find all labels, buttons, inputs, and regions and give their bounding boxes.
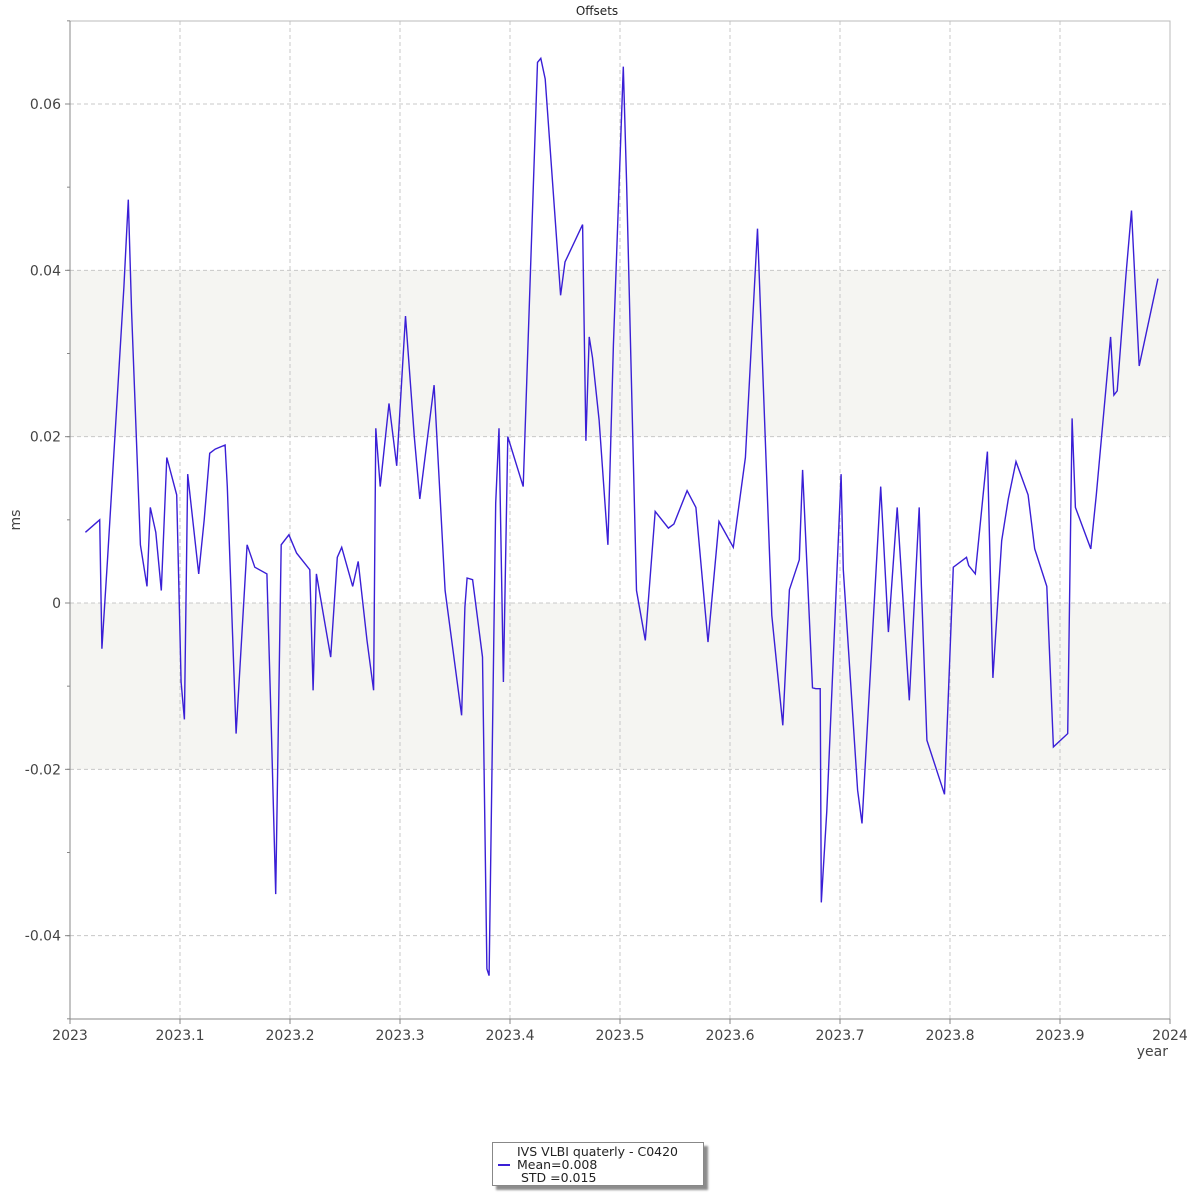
x-tick-label: 2023.6 xyxy=(706,1028,755,1044)
x-tick-label: 2023.3 xyxy=(376,1028,425,1044)
y-tick-label: 0 xyxy=(52,596,61,612)
x-tick-label: 2023.8 xyxy=(926,1028,975,1044)
axes: 2023 2023.1 2023.2 2023.3 2023.4 2023.5 2023.6… xyxy=(25,20,1188,1044)
x-tick-label: 2023.1 xyxy=(156,1028,205,1044)
legend-series-name: IVS VLBI quaterly - C0420 xyxy=(517,1144,679,1159)
y-tick-label: -0.02 xyxy=(25,762,61,778)
x-tick-label: 2023.2 xyxy=(266,1028,315,1044)
x-axis-label: year xyxy=(1137,1044,1168,1060)
y-tick-label: 0.02 xyxy=(30,430,61,446)
x-tick-label: 2023.4 xyxy=(486,1028,535,1044)
x-tick-label: 2023 xyxy=(52,1028,88,1044)
x-tick-label: 2024 xyxy=(1152,1028,1188,1044)
grid-lines xyxy=(70,21,1170,1019)
x-tick-label: 2023.7 xyxy=(816,1028,865,1044)
y-tick-label: -0.04 xyxy=(25,929,61,945)
legend-series-swatch xyxy=(498,1164,510,1166)
legend-mean: Mean=0.008 xyxy=(517,1157,598,1172)
y-axis-label: ms xyxy=(8,510,24,531)
series-group xyxy=(84,56,1159,976)
y-tick-label: 0.04 xyxy=(30,263,61,279)
x-tick-label: 2023.5 xyxy=(596,1028,645,1044)
legend-std: STD =0.015 xyxy=(517,1170,597,1185)
chart-title: Offsets xyxy=(576,4,618,18)
legend: IVS VLBI quaterly - C0420 Mean=0.008 STD… xyxy=(492,1142,704,1186)
series-line xyxy=(84,56,1159,976)
x-tick-label: 2023.9 xyxy=(1036,1028,1085,1044)
y-tick-label: 0.06 xyxy=(30,97,61,113)
